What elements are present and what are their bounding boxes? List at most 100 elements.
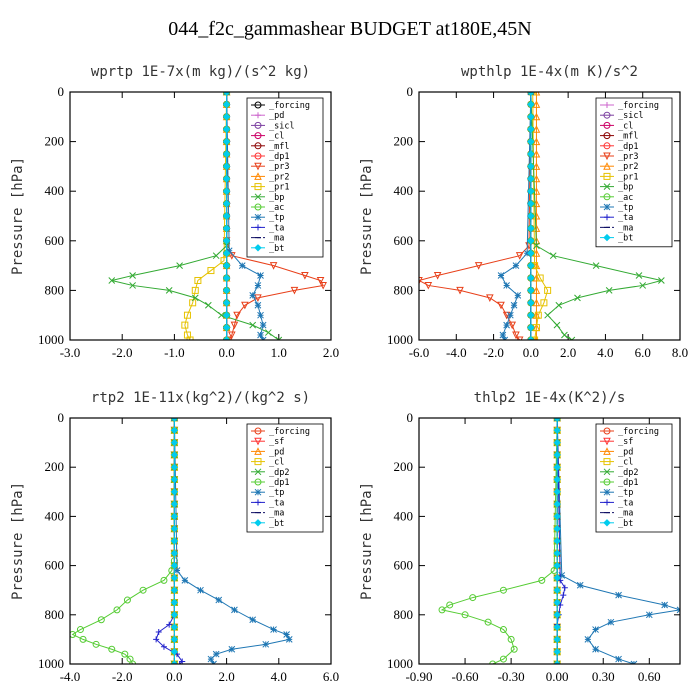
data-point: [499, 331, 507, 339]
y-tick-label: 0: [58, 84, 65, 99]
y-tick-label: 800: [394, 607, 414, 622]
legend-label: _bp: [269, 193, 284, 203]
plot-frame: [418, 417, 681, 665]
data-point: [283, 631, 290, 638]
y-tick-label: 400: [45, 508, 65, 523]
legend-marker: [254, 468, 262, 476]
y-tick-label: 400: [394, 508, 414, 523]
legend-marker: [603, 203, 611, 211]
data-point: [222, 175, 231, 183]
data-point: [532, 224, 541, 232]
data-point: [222, 237, 231, 245]
data-point: [484, 618, 492, 626]
legend-marker: [603, 183, 611, 190]
legend-marker: [254, 132, 262, 140]
data-point: [254, 282, 262, 289]
data-point: [424, 281, 433, 290]
data-point: [499, 626, 507, 634]
series-group: [419, 92, 665, 340]
legend-label: _ma: [618, 509, 633, 519]
data-point: [553, 321, 561, 329]
y-tick-label: 800: [45, 607, 65, 622]
figure-title: 044_f2c_gammashear BUDGET at180E,45N: [168, 18, 532, 40]
data-point: [486, 294, 494, 302]
data-point: [170, 635, 179, 644]
y-tick-label: 200: [45, 134, 65, 149]
data-point: [574, 294, 581, 302]
data-point: [254, 294, 262, 302]
legend-label: _ta: [269, 223, 284, 233]
legend-marker: [603, 233, 611, 242]
legend-marker: [255, 499, 261, 506]
data-point: [129, 272, 136, 279]
legend-label: _ta: [618, 498, 633, 508]
x-tick-label: -2.0: [483, 345, 504, 360]
data-point: [561, 584, 568, 591]
data-point: [233, 311, 241, 320]
y-tick-label: 0: [407, 410, 414, 425]
data-point: [230, 321, 239, 330]
data-point: [222, 336, 231, 340]
data-point: [153, 636, 160, 643]
data-point: [515, 336, 524, 340]
x-tick-label: -1.0: [164, 345, 185, 360]
data-point: [241, 301, 249, 310]
data-point: [503, 282, 510, 289]
legend-marker: [254, 519, 262, 527]
legend: _forcing_sf_pd_cl_dp2_dp1_tp_ta_ma_bt: [595, 423, 673, 533]
data-point: [499, 586, 507, 594]
legend-label: _mfl: [618, 132, 638, 142]
data-point: [527, 187, 535, 195]
legend-label: _bp: [618, 183, 633, 193]
data-point: [170, 623, 179, 631]
x-tick-label: -0.90: [405, 669, 432, 684]
legend-label: _ma: [618, 223, 633, 233]
data-point: [181, 577, 189, 584]
legend-label: _sf: [618, 437, 633, 447]
data-point: [553, 598, 561, 607]
data-point: [560, 592, 567, 599]
legend-marker: [603, 121, 611, 129]
data-point: [139, 586, 147, 594]
data-point: [222, 137, 231, 146]
y-tick-label: 1000: [38, 332, 64, 347]
data-point: [553, 537, 561, 545]
data-point: [544, 286, 552, 294]
legend-marker: [603, 152, 611, 161]
data-point: [70, 630, 77, 638]
legend-label: _pr2: [618, 162, 638, 172]
series-group: [70, 418, 293, 664]
data-point: [533, 242, 540, 250]
data-point: [249, 292, 257, 299]
panel-title: thlp2 1E-4x(K^2)/s: [474, 390, 626, 406]
legend-label: _forcing: [269, 101, 310, 111]
data-point: [553, 426, 561, 435]
data-point: [605, 287, 613, 294]
data-point: [123, 596, 131, 604]
legend-label: _dp2: [269, 468, 289, 478]
data-point: [170, 586, 179, 594]
panel-2: wpthlp 1E-4x(m K)/s^2 Pressure [hPa] 0 200 4…: [359, 64, 688, 360]
data-point: [212, 650, 220, 658]
data-point: [561, 331, 568, 339]
data-point: [507, 635, 515, 643]
data-point: [173, 567, 181, 574]
legend-label: _cl: [618, 458, 633, 468]
data-point: [527, 137, 535, 146]
data-point: [269, 262, 278, 270]
x-tick-label: 4.0: [597, 345, 613, 360]
data-point: [155, 629, 162, 636]
data-point: [538, 576, 546, 584]
data-point: [170, 500, 179, 508]
data-point: [553, 451, 561, 459]
data-point: [129, 282, 136, 289]
y-tick-label: 800: [394, 282, 414, 297]
data-point: [108, 645, 116, 653]
legend-label: _sicl: [618, 111, 644, 121]
data-point: [615, 591, 622, 599]
data-point: [108, 277, 116, 284]
data-point: [527, 162, 535, 171]
data-point: [527, 261, 535, 270]
data-point: [503, 321, 510, 329]
legend-label: _tp: [618, 203, 633, 213]
